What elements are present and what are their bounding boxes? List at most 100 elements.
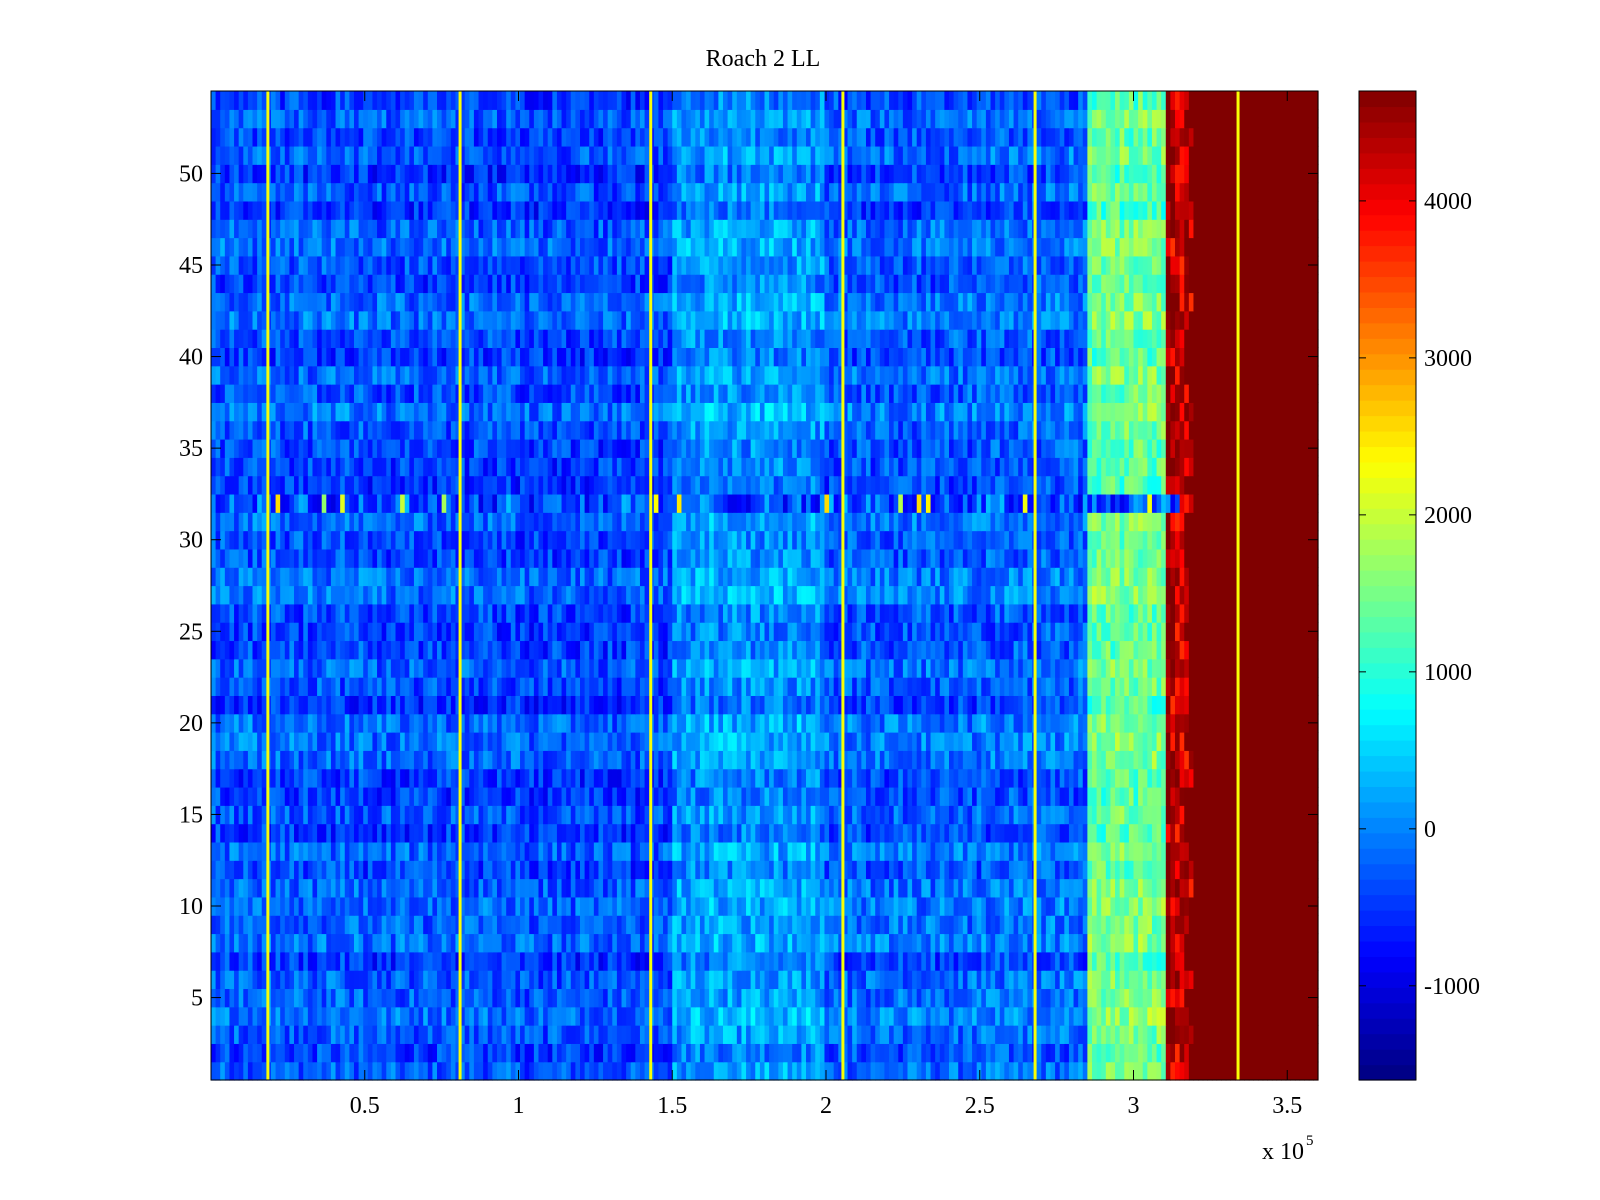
heatmap-cell xyxy=(995,750,1001,770)
heatmap-cell xyxy=(1221,713,1227,733)
heatmap-cell xyxy=(1008,732,1015,751)
heatmap-cell xyxy=(1216,1006,1222,1026)
heatmap-cell xyxy=(261,1025,267,1044)
heatmap-cell xyxy=(621,951,627,971)
heatmap-cell xyxy=(483,841,489,861)
heatmap-cell xyxy=(552,732,558,751)
heatmap-cell xyxy=(326,896,332,916)
heatmap-cell xyxy=(224,988,231,1008)
heatmap-cell xyxy=(778,915,784,935)
heatmap-cell xyxy=(529,915,535,935)
heatmap-cell xyxy=(450,970,457,990)
heatmap-cell xyxy=(856,713,862,733)
heatmap-cell xyxy=(1267,933,1273,953)
heatmap-cell xyxy=(658,841,664,861)
heatmap-cell xyxy=(773,951,779,971)
heatmap-cell xyxy=(819,970,826,990)
heatmap-cell xyxy=(1064,988,1070,1008)
heatmap-cell xyxy=(1221,1043,1227,1063)
heatmap-cell xyxy=(893,896,899,916)
heatmap-cell xyxy=(621,988,627,1008)
heatmap-cell xyxy=(658,750,664,770)
heatmap-cell xyxy=(1096,970,1102,990)
heatmap-cell xyxy=(1170,823,1176,843)
heatmap-cell xyxy=(750,878,756,898)
heatmap-cell xyxy=(487,1025,493,1044)
heatmap-cell xyxy=(792,896,798,916)
heatmap-cell xyxy=(460,878,466,898)
heatmap-cell xyxy=(395,732,401,751)
heatmap-cell xyxy=(372,841,378,861)
heatmap-cell xyxy=(455,1061,461,1081)
heatmap-cell xyxy=(759,805,766,825)
heatmap-cell xyxy=(261,1006,267,1026)
heatmap-cell xyxy=(326,768,332,788)
heatmap-cell xyxy=(995,915,1001,935)
heatmap-cell xyxy=(1271,896,1278,916)
heatmap-cell xyxy=(847,786,853,806)
heatmap-cell xyxy=(829,933,835,953)
heatmap-cell xyxy=(667,750,673,770)
heatmap-cell xyxy=(238,805,244,825)
heatmap-cell xyxy=(999,695,1005,715)
heatmap-cell xyxy=(925,786,932,806)
heatmap-cell xyxy=(787,823,793,843)
heatmap-cell xyxy=(985,786,992,806)
heatmap-cell xyxy=(280,841,286,861)
heatmap-cell xyxy=(460,1043,466,1063)
heatmap-cell xyxy=(736,768,743,788)
heatmap-cell xyxy=(626,768,632,788)
heatmap-cell xyxy=(1036,805,1042,825)
heatmap-cell xyxy=(377,1043,383,1063)
heatmap-cell xyxy=(658,988,664,1008)
heatmap-cell xyxy=(990,933,996,953)
heatmap-cell xyxy=(1156,713,1162,733)
heatmap-cell xyxy=(330,951,337,971)
heatmap-cell xyxy=(432,1006,438,1026)
heatmap-cell xyxy=(972,750,978,770)
heatmap-cell xyxy=(584,933,590,953)
heatmap-cell xyxy=(520,786,526,806)
heatmap-cell xyxy=(1082,768,1088,788)
heatmap-cell xyxy=(958,1061,964,1081)
heatmap-cell xyxy=(1087,732,1093,751)
heatmap-cell xyxy=(1068,915,1075,935)
heatmap-cell xyxy=(483,823,489,843)
heatmap-cell xyxy=(409,805,415,825)
heatmap-cell xyxy=(561,823,567,843)
heatmap-cell xyxy=(704,768,710,788)
heatmap-cell xyxy=(570,1043,576,1063)
heatmap-cell xyxy=(1188,878,1195,898)
heatmap-cell xyxy=(1267,970,1273,990)
heatmap-cell xyxy=(1216,1025,1222,1044)
heatmap-cell xyxy=(1151,970,1158,990)
heatmap-cell xyxy=(381,896,387,916)
heatmap-cell xyxy=(1013,786,1019,806)
heatmap-cell xyxy=(1059,768,1065,788)
heatmap-cell xyxy=(552,823,558,843)
heatmap-cell xyxy=(437,750,443,770)
heatmap-cell xyxy=(607,750,613,770)
heatmap-cell xyxy=(898,841,904,861)
heatmap-cell xyxy=(506,768,512,788)
heatmap-cell xyxy=(1101,1043,1107,1063)
heatmap-cell xyxy=(409,1043,415,1063)
heatmap-cell xyxy=(750,1025,756,1044)
heatmap-cell xyxy=(824,915,830,935)
heatmap-cell xyxy=(515,805,521,825)
heatmap-cell xyxy=(1004,768,1010,788)
heatmap-cell xyxy=(884,860,890,880)
heatmap-cell xyxy=(280,1043,286,1063)
heatmap-cell xyxy=(326,1043,332,1063)
heatmap-cell xyxy=(759,915,766,935)
heatmap-cell xyxy=(1133,713,1139,733)
heatmap-cell xyxy=(243,805,249,825)
heatmap-cell xyxy=(810,878,816,898)
heatmap-cell xyxy=(856,915,862,935)
heatmap-cell xyxy=(865,860,872,880)
heatmap-cell xyxy=(769,1043,775,1063)
heatmap-cell xyxy=(801,750,807,770)
heatmap-cell xyxy=(1193,878,1199,898)
heatmap-cell xyxy=(856,786,862,806)
heatmap-cell xyxy=(796,786,802,806)
